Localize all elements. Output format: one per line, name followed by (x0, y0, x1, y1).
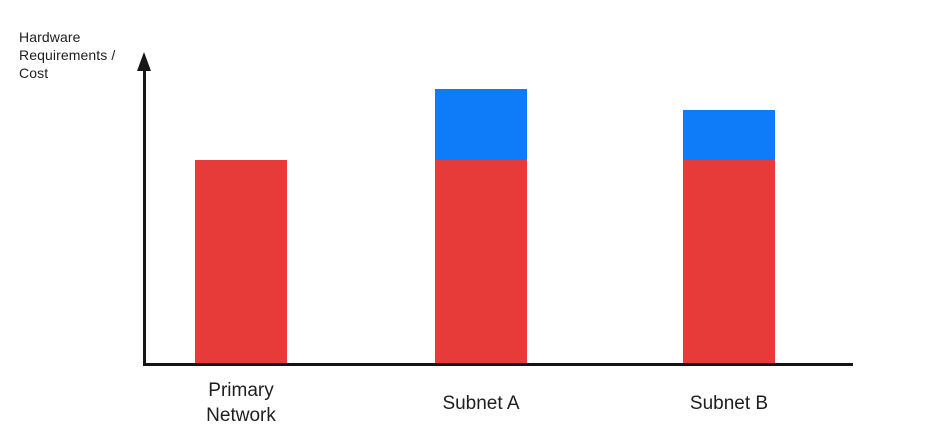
category-label: Subnet A (442, 392, 520, 414)
y-axis-line (143, 66, 146, 366)
bar-segment-blue (683, 109, 775, 161)
bar-segment-red (195, 160, 287, 363)
bar-segment-blue (435, 89, 527, 161)
y-axis-label: Hardware Requirements / Cost (19, 29, 116, 81)
bar-segment-red (435, 160, 527, 363)
y-axis-arrow-icon (137, 52, 151, 71)
category-label: Primary Network (206, 380, 276, 426)
x-axis-line (143, 363, 853, 366)
category-label: Subnet B (689, 392, 769, 414)
bar-segment-red (683, 160, 775, 363)
